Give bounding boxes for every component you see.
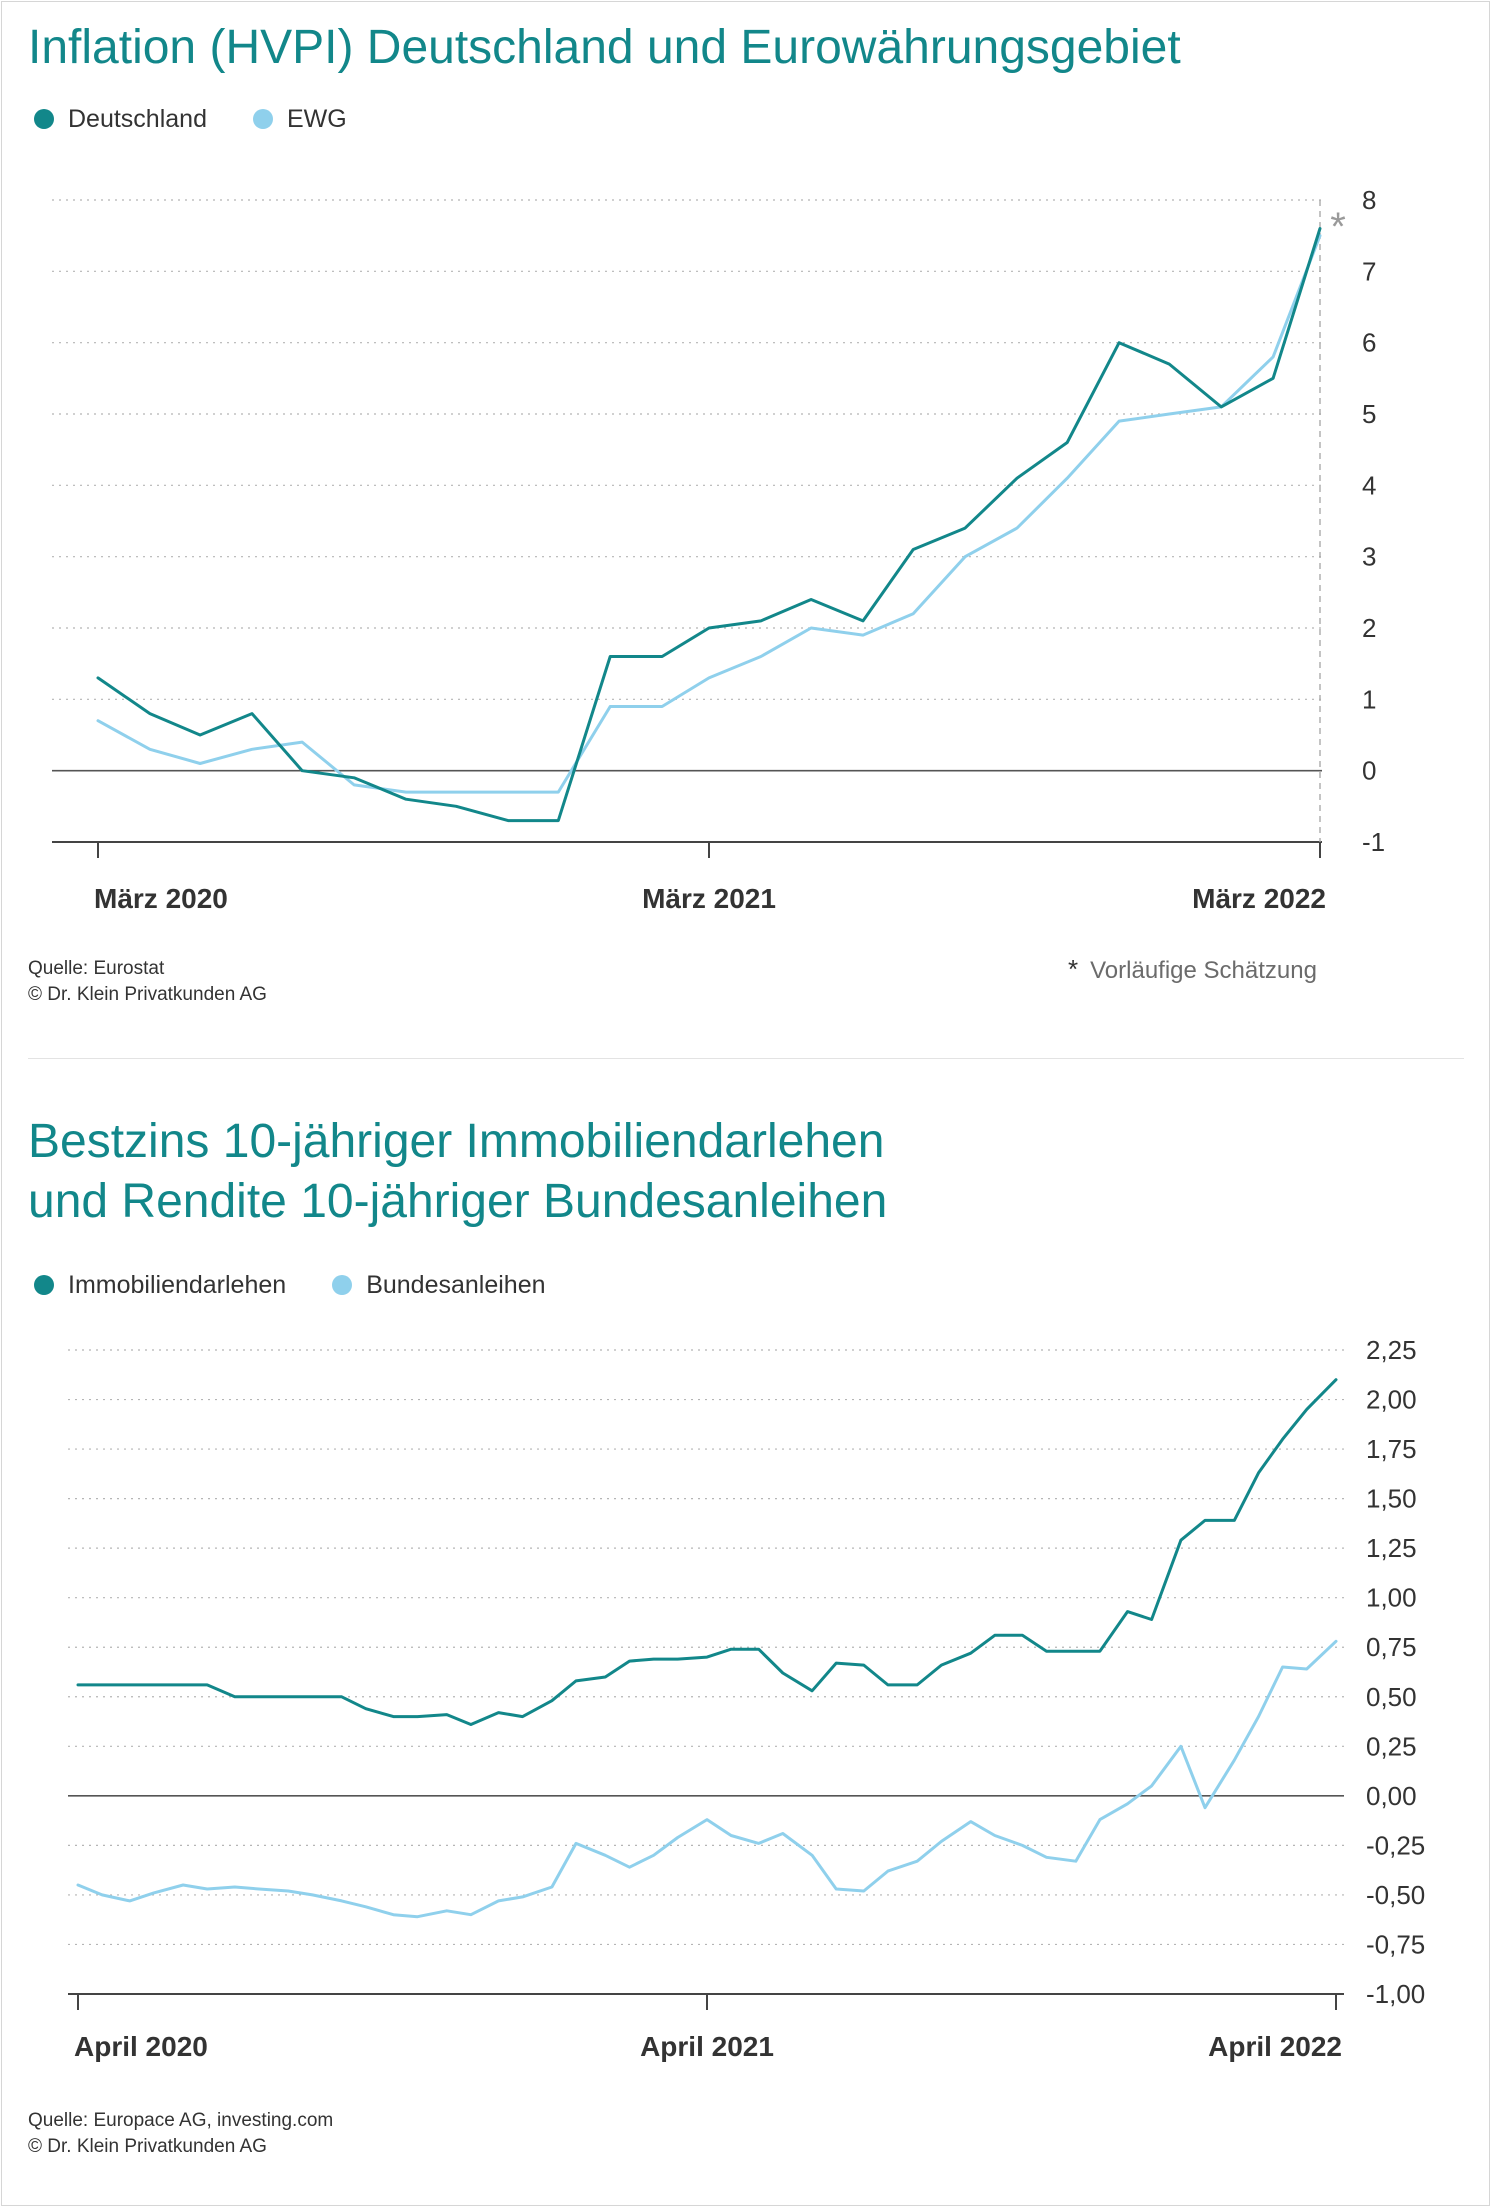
legend-label-bundesanleihen: Bundesanleihen: [366, 1270, 546, 1299]
estimate-marker: *: [1330, 205, 1346, 249]
legend-dot-deutschland: [34, 109, 54, 129]
y-tick-label: -0,25: [1366, 1830, 1425, 1860]
legend-label-ewg: EWG: [286, 104, 347, 133]
y-tick-label: 7: [1362, 256, 1376, 286]
y-tick-label: 3: [1362, 542, 1376, 572]
y-tick-label: 0,50: [1366, 1682, 1417, 1712]
series-line-immobiliendarlehen: [76, 1378, 1338, 1726]
x-tick-label: April 2020: [74, 2031, 208, 2062]
legend-dot-ewg: [252, 109, 273, 129]
chart2-legend: Immobiliendarlehen Bundesanleihen: [34, 1270, 592, 1300]
chart2-title-line-1: Bestzins 10-jähriger Immobiliendarlehen: [28, 1115, 885, 1168]
y-tick-label: 0: [1362, 756, 1376, 786]
estimate-note-text: Vorläufige Schätzung: [1090, 957, 1317, 984]
y-tick-label: -1: [1362, 827, 1385, 857]
chart1-legend: Deutschland EWG: [34, 104, 393, 134]
x-tick-label: März 2022: [1192, 883, 1326, 914]
y-tick-label: 8: [1362, 185, 1376, 215]
x-tick-label: April 2022: [1208, 2031, 1342, 2062]
legend-label-immobiliendarlehen: Immobiliendarlehen: [68, 1270, 287, 1299]
chart2-copyright: © Dr. Klein Privatkunden AG: [28, 2136, 267, 2157]
x-tick-label: März 2021: [642, 883, 776, 914]
y-tick-label: 0,00: [1366, 1781, 1417, 1811]
interest-rate-chart: -1,00 -0,75 -0,50 -0,25 0,00 0,25 0,50 0,75 1,00…: [68, 1335, 1425, 2062]
y-tick-label: 0,25: [1366, 1731, 1417, 1761]
y-tick-label: 2,25: [1366, 1335, 1417, 1365]
chart1-source: Quelle: Eurostat © Dr. Klein Privatkunde…: [28, 956, 267, 1008]
y-tick-label: 1,75: [1366, 1434, 1417, 1464]
y-tick-label: 6: [1362, 328, 1376, 358]
y-tick-label: 1,25: [1366, 1533, 1417, 1563]
y-tick-label: 4: [1362, 470, 1376, 500]
series-line-deutschland: [96, 227, 1322, 823]
chart2-title-line-2: und Rendite 10-jähriger Bundesanleihen: [28, 1175, 888, 1228]
legend-item-deutschland: Deutschland: [34, 105, 207, 134]
chart2-source: Quelle: Europace AG, investing.com © Dr.…: [28, 2108, 333, 2160]
y-tick-label: 1,50: [1366, 1484, 1417, 1514]
y-tick-label: -0,50: [1366, 1880, 1425, 1910]
x-tick-label: März 2020: [94, 883, 228, 914]
legend-item-immobiliendarlehen: Immobiliendarlehen: [34, 1271, 286, 1300]
chart1-title: Inflation (HVPI) Deutschland und Eurowäh…: [28, 21, 1181, 74]
legend-item-bundesanleihen: Bundesanleihen: [332, 1270, 546, 1300]
y-tick-label: 1: [1362, 684, 1376, 714]
y-tick-label: 2: [1362, 613, 1376, 643]
inflation-chart: -1 0 1 2 3 4 5 6 7 8 März 2020 März 2021 März 2022 *: [52, 185, 1385, 914]
y-tick-label: 5: [1362, 399, 1376, 429]
y-tick-label: -0,75: [1366, 1929, 1425, 1959]
estimate-note: * Vorläufige Schätzung: [1068, 954, 1317, 985]
estimate-note-symbol: *: [1068, 954, 1079, 984]
legend-label-deutschland: Deutschland: [68, 104, 207, 133]
legend-dot-immobiliendarlehen: [34, 1275, 54, 1295]
y-tick-label: -1,00: [1366, 1979, 1425, 2009]
chart1-copyright: © Dr. Klein Privatkunden AG: [28, 984, 267, 1005]
section-divider: [28, 1058, 1464, 1059]
chart2-source-text: Quelle: Europace AG, investing.com: [28, 2110, 334, 2131]
y-tick-label: 1,00: [1366, 1583, 1417, 1613]
legend-dot-bundesanleihen: [332, 1275, 353, 1295]
y-tick-label: 2,00: [1366, 1385, 1417, 1415]
legend-item-ewg: EWG: [252, 104, 347, 134]
series-line-ewg: [96, 234, 1322, 794]
x-tick-label: April 2021: [640, 2031, 774, 2062]
chart1-source-text: Quelle: Eurostat: [28, 958, 165, 979]
series-line-bundesanleihen: [76, 1639, 1338, 1919]
y-tick-label: 0,75: [1366, 1632, 1417, 1662]
